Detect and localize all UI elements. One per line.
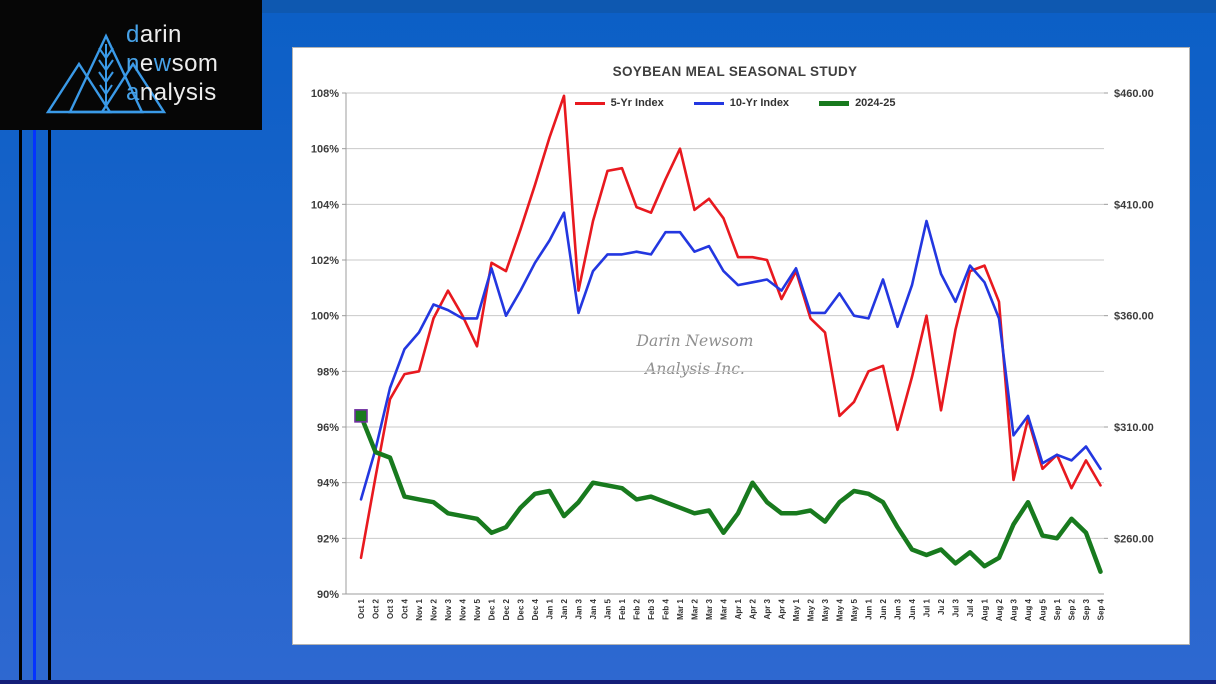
svg-text:Jun 2: Jun 2 (879, 598, 888, 619)
svg-text:Aug 3: Aug 3 (1010, 598, 1019, 621)
svg-text:Jan 5: Jan 5 (604, 598, 613, 619)
svg-text:Apr 4: Apr 4 (778, 598, 787, 619)
svg-text:Oct 3: Oct 3 (386, 598, 395, 619)
bottom-accent-bar (0, 680, 1216, 684)
svg-text:98%: 98% (317, 366, 339, 378)
legend-item-10yr: 10-Yr Index (693, 97, 790, 109)
svg-text:$310.00: $310.00 (1114, 422, 1154, 434)
svg-text:Mar 3: Mar 3 (705, 598, 714, 619)
svg-text:104%: 104% (311, 199, 339, 211)
svg-text:Nov 4: Nov 4 (459, 598, 468, 620)
svg-text:102%: 102% (311, 255, 339, 267)
svg-text:Sep 2: Sep 2 (1068, 598, 1077, 620)
svg-text:Apr 2: Apr 2 (749, 598, 758, 619)
svg-text:Aug 1: Aug 1 (981, 598, 990, 621)
svg-text:Apr 3: Apr 3 (763, 598, 772, 619)
svg-text:Feb 2: Feb 2 (633, 598, 642, 619)
svg-text:Jun 3: Jun 3 (894, 598, 903, 619)
svg-text:Dec 1: Dec 1 (488, 598, 497, 620)
legend-item-5yr: 5-Yr Index (574, 97, 664, 109)
svg-text:Ju 2: Ju 2 (937, 598, 946, 615)
watermark-line2: Analysis Inc. (645, 360, 745, 378)
svg-text:$460.00: $460.00 (1114, 88, 1154, 100)
svg-text:Jun 1: Jun 1 (865, 598, 874, 619)
svg-text:May 4: May 4 (836, 598, 845, 621)
svg-text:92%: 92% (317, 533, 339, 545)
svg-text:Dec 4: Dec 4 (531, 598, 540, 620)
left-stripe-blue (33, 130, 36, 684)
svg-text:Mar 2: Mar 2 (691, 598, 700, 619)
left-stripe-black-1 (19, 130, 22, 684)
svg-text:Feb 1: Feb 1 (618, 598, 627, 619)
svg-text:96%: 96% (317, 422, 339, 434)
mountains-wheat-logo-icon (45, 33, 167, 114)
watermark: Darin Newsom Analysis Inc. (545, 327, 845, 383)
svg-text:94%: 94% (317, 478, 339, 490)
svg-text:May 2: May 2 (807, 598, 816, 621)
chart-panel: SOYBEAN MEAL SEASONAL STUDY 5-Yr Index 1… (292, 47, 1190, 645)
svg-text:Jul 3: Jul 3 (952, 598, 961, 617)
brand-logo-box: darin newsom analysis (0, 0, 262, 130)
svg-text:Aug 5: Aug 5 (1039, 598, 1048, 621)
svg-text:Jun 4: Jun 4 (908, 598, 917, 619)
svg-text:May 5: May 5 (850, 598, 859, 621)
svg-text:Mar 4: Mar 4 (720, 598, 729, 619)
plot-area: 108% 106% 104% 102% 100% 98% 96% 94% 92% 90% $460.… (311, 88, 1154, 621)
legend-item-2024-25: 2024-25 (819, 97, 895, 109)
svg-text:Oct 4: Oct 4 (401, 598, 410, 619)
svg-text:Sep 4: Sep 4 (1097, 598, 1106, 620)
svg-text:Jan 1: Jan 1 (546, 598, 555, 619)
svg-text:Aug 4: Aug 4 (1024, 598, 1033, 621)
svg-text:108%: 108% (311, 88, 339, 100)
svg-text:Sep 3: Sep 3 (1082, 598, 1091, 620)
svg-text:106%: 106% (311, 144, 339, 156)
svg-text:90%: 90% (317, 589, 339, 601)
svg-text:Dec 3: Dec 3 (517, 598, 526, 620)
legend-swatch-5yr-icon (574, 101, 605, 105)
svg-text:Dec 2: Dec 2 (502, 598, 511, 620)
legend-swatch-10yr-icon (693, 101, 724, 105)
svg-text:Aug 2: Aug 2 (995, 598, 1004, 621)
svg-text:May 3: May 3 (821, 598, 830, 621)
svg-text:$410.00: $410.00 (1114, 199, 1154, 211)
svg-text:May 1: May 1 (792, 598, 801, 621)
svg-text:Sep 1: Sep 1 (1053, 598, 1062, 620)
svg-text:100%: 100% (311, 311, 339, 323)
svg-text:Mar 1: Mar 1 (676, 598, 685, 619)
svg-text:Jul 1: Jul 1 (923, 598, 932, 617)
svg-text:Nov 2: Nov 2 (430, 598, 439, 620)
top-accent-band (0, 0, 1216, 13)
brand-wordmark: darin newsom analysis (126, 21, 219, 106)
svg-text:Oct 2: Oct 2 (372, 598, 381, 619)
svg-text:Feb 3: Feb 3 (647, 598, 656, 619)
legend-label-5yr: 5-Yr Index (610, 97, 664, 109)
svg-text:Jan 3: Jan 3 (575, 598, 584, 619)
legend-label-2024-25: 2024-25 (855, 97, 896, 109)
svg-text:$360.00: $360.00 (1114, 311, 1154, 323)
legend-label-10yr: 10-Yr Index (729, 97, 790, 109)
svg-text:Feb 4: Feb 4 (662, 598, 671, 619)
svg-text:Nov 3: Nov 3 (444, 598, 453, 620)
svg-text:$260.00: $260.00 (1114, 533, 1154, 545)
svg-text:Jan 4: Jan 4 (589, 598, 598, 619)
svg-text:Nov 1: Nov 1 (415, 598, 424, 620)
watermark-line1: Darin Newsom (636, 332, 754, 350)
svg-text:Jul 4: Jul 4 (966, 598, 975, 617)
svg-text:Nov 5: Nov 5 (473, 598, 482, 620)
svg-text:Oct 1: Oct 1 (357, 598, 366, 619)
svg-text:Jan 2: Jan 2 (560, 598, 569, 619)
svg-text:Apr 1: Apr 1 (734, 598, 743, 619)
chart-legend: 5-Yr Index 10-Yr Index 2024-25 (346, 97, 1124, 109)
chart-title: SOYBEAN MEAL SEASONAL STUDY (612, 64, 858, 79)
left-stripe-black-2 (48, 130, 51, 684)
legend-swatch-2024-25-icon (819, 100, 850, 106)
